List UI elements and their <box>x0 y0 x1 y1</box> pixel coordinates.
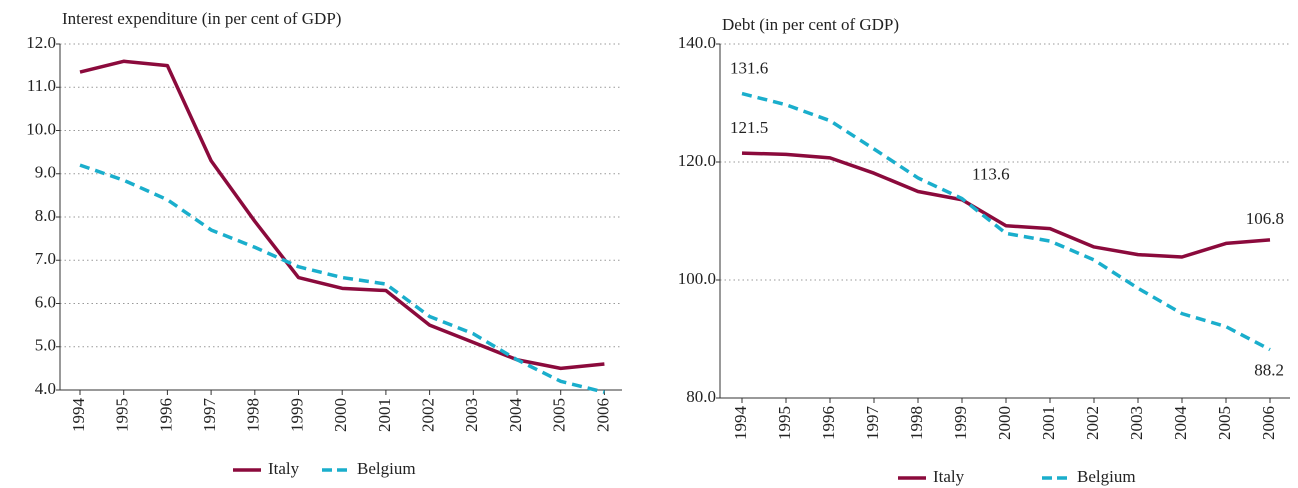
y-tick-label: 10.0 <box>26 119 56 138</box>
x-tick-label: 2003 <box>462 398 481 432</box>
x-tick-label: 1998 <box>244 398 263 432</box>
legend-label: Italy <box>268 459 300 478</box>
x-tick-label: 1998 <box>907 406 926 440</box>
legend-label: Belgium <box>1077 467 1136 486</box>
y-tick-label: 8.0 <box>35 206 56 225</box>
x-tick-label: 1994 <box>731 406 750 441</box>
chart-title: Interest expenditure (in per cent of GDP… <box>62 9 341 28</box>
legend-label: Italy <box>933 467 965 486</box>
y-tick-label: 11.0 <box>27 76 56 95</box>
series-line <box>741 151 1271 259</box>
x-tick-label: 2006 <box>1259 406 1278 440</box>
x-tick-label: 2000 <box>331 398 350 432</box>
x-tick-label: 1996 <box>819 406 838 440</box>
x-tick-label: 1996 <box>156 398 175 432</box>
x-tick-label: 1997 <box>863 406 882 441</box>
y-tick-label: 12.0 <box>26 33 56 52</box>
x-tick-label: 2001 <box>1039 406 1058 440</box>
series-line <box>79 163 605 394</box>
x-tick-label: 2002 <box>1083 406 1102 440</box>
x-tick-label: 2005 <box>550 398 569 432</box>
x-tick-label: 1995 <box>775 406 794 440</box>
y-tick-label: 6.0 <box>35 292 56 311</box>
x-tick-label: 2005 <box>1215 406 1234 440</box>
y-tick-label: 80.0 <box>686 387 716 406</box>
y-tick-label: 9.0 <box>35 163 56 182</box>
x-tick-label: 1999 <box>287 398 306 432</box>
y-tick-label: 120.0 <box>678 151 716 170</box>
x-tick-label: 1997 <box>200 398 219 433</box>
series-line <box>741 91 1271 352</box>
x-tick-label: 2003 <box>1127 406 1146 440</box>
y-tick-label: 5.0 <box>35 336 56 355</box>
x-tick-label: 2002 <box>419 398 438 432</box>
data-label: 121.5 <box>730 118 768 137</box>
x-tick-label: 1994 <box>69 398 88 433</box>
chart-title: Debt (in per cent of GDP) <box>722 15 899 34</box>
x-tick-label: 2006 <box>593 398 612 432</box>
data-label: 131.6 <box>730 58 768 77</box>
data-label: 106.8 <box>1246 209 1284 228</box>
legend-label: Belgium <box>357 459 416 478</box>
x-tick-label: 2001 <box>375 398 394 432</box>
x-tick-label: 1995 <box>113 398 132 432</box>
data-label: 88.2 <box>1254 361 1284 380</box>
x-tick-label: 2000 <box>995 406 1014 440</box>
y-tick-label: 7.0 <box>35 249 56 268</box>
y-tick-label: 140.0 <box>678 33 716 52</box>
x-tick-label: 1999 <box>951 406 970 440</box>
data-label: 113.6 <box>972 165 1010 184</box>
series-line <box>79 59 605 371</box>
x-tick-label: 2004 <box>506 398 525 433</box>
y-tick-label: 4.0 <box>35 379 56 398</box>
y-tick-label: 100.0 <box>678 269 716 288</box>
x-tick-label: 2004 <box>1171 406 1190 441</box>
